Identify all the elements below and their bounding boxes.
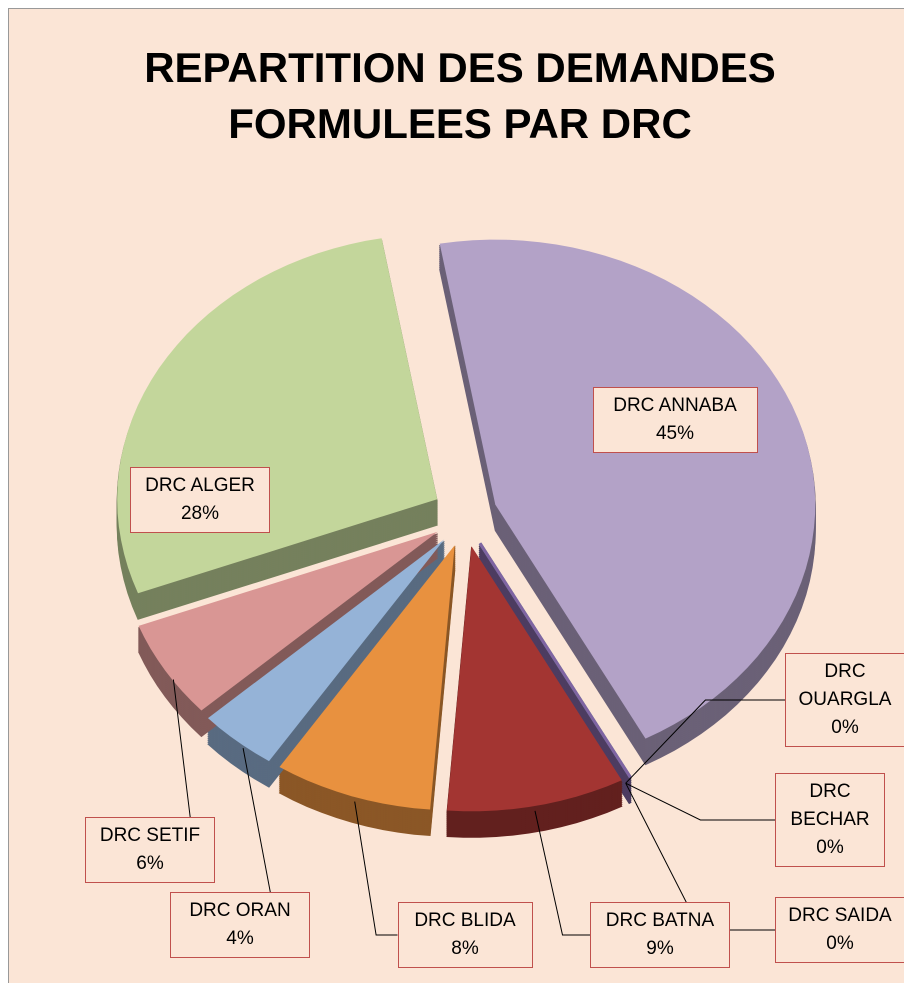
leader-line — [354, 801, 398, 936]
data-label-value: 45% — [655, 423, 695, 444]
data-label-value: 28% — [180, 503, 220, 524]
data-label: DRC BLIDA 8% — [397, 902, 533, 968]
data-label: DRC ORAN 4% — [170, 892, 310, 958]
leader-line — [534, 810, 590, 936]
data-label-name: DRC SAIDA — [788, 905, 892, 926]
data-label-value: 9% — [646, 938, 674, 959]
data-label: DRC SAIDA 0% — [775, 897, 904, 963]
data-label-value: 8% — [451, 938, 479, 959]
data-label-name: DRC BECHAR — [790, 781, 870, 830]
slice-tops — [117, 238, 816, 812]
data-label-name: DRC SETIF — [99, 825, 201, 846]
data-label-name: DRC ORAN — [189, 900, 291, 921]
slice — [439, 239, 816, 739]
data-label-value: 0% — [816, 837, 844, 858]
data-label: DRC OUARGLA 0% — [785, 653, 904, 747]
data-label: DRC BATNA 9% — [590, 902, 730, 968]
data-label: DRC ALGER 28% — [130, 467, 270, 533]
slice — [208, 539, 445, 762]
data-label-value: 4% — [226, 928, 254, 949]
data-label-name: DRC OUARGLA — [798, 661, 892, 710]
data-label-value: 0% — [826, 933, 854, 954]
slice — [279, 545, 455, 810]
data-label: DRC ANNABA 45% — [592, 387, 758, 453]
data-label-name: DRC BLIDA — [414, 910, 516, 931]
data-label-value: 6% — [136, 853, 164, 874]
data-label-name: DRC BATNA — [605, 910, 715, 931]
data-label-name: DRC ALGER — [145, 475, 255, 496]
slice — [478, 542, 632, 779]
data-label: DRC BECHAR 0% — [775, 773, 885, 867]
data-label: DRC SETIF 6% — [85, 817, 215, 883]
leader-line — [625, 782, 775, 821]
data-label-name: DRC ANNABA — [613, 395, 737, 416]
slice — [138, 531, 438, 711]
chart-title: REPARTITION DES DEMANDES FORMULEES PAR D… — [144, 44, 776, 147]
data-label-value: 0% — [831, 717, 859, 738]
leader-line — [625, 699, 785, 784]
slice — [447, 546, 622, 812]
